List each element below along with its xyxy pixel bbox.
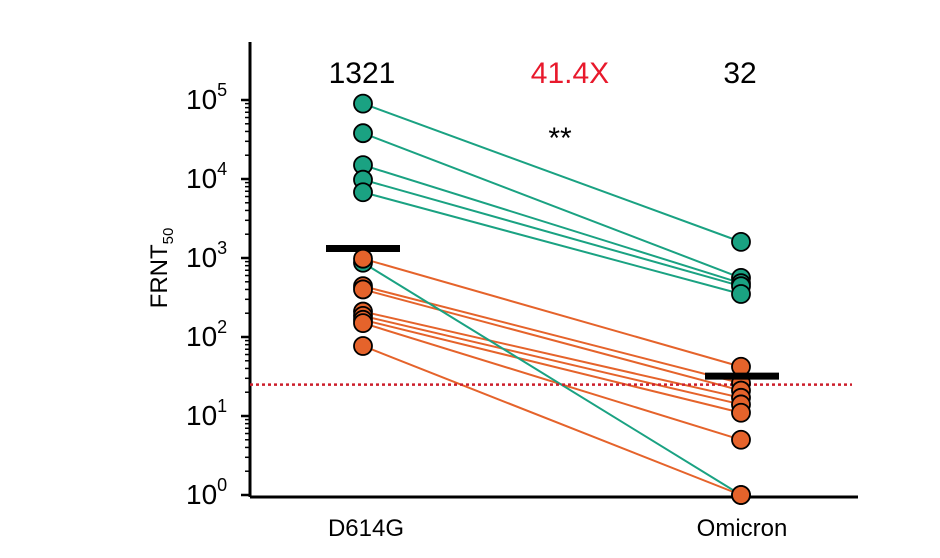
pair-line-orange (362, 257, 742, 368)
pair-line-green (362, 178, 742, 288)
axes (248, 42, 858, 499)
data-point-d614g-orange (353, 248, 373, 269)
pair-line-green (362, 261, 742, 496)
y-tick-label: 102 (186, 317, 227, 352)
pair-line-orange (362, 288, 742, 392)
y-tick-label: 100 (186, 475, 227, 510)
x-tick-label-omicron: Omicron (697, 515, 788, 542)
data-point-d614g-green (353, 93, 373, 114)
data-point-d614g-orange (353, 336, 373, 356)
data-points (353, 93, 779, 505)
data-point-omicron-green (731, 231, 751, 252)
y-ticks: 100 101 102 103 104 105 (186, 80, 250, 510)
pair-line-orange (362, 345, 742, 496)
data-point-d614g-orange (353, 313, 373, 333)
y-axis-label: FRNT50 (146, 228, 177, 309)
significance-label: ** (548, 122, 572, 155)
geomean-label-d614g: 1321 (329, 57, 396, 90)
pair-line-green (362, 132, 742, 279)
pair-line-orange (362, 322, 742, 441)
x-tick-label-d614g: D614G (328, 515, 404, 542)
y-tick-label: 103 (186, 238, 227, 273)
data-point-omicron-orange (731, 485, 751, 505)
pair-line-green (362, 164, 742, 285)
data-point-omicron-orange (731, 429, 751, 450)
pair-line-green (362, 191, 742, 295)
data-point-d614g-green (353, 123, 373, 144)
y-tick-label: 104 (186, 159, 227, 194)
data-point-d614g-orange (353, 279, 373, 300)
geomean-label-omicron: 32 (723, 57, 756, 90)
pair-lines (362, 102, 742, 496)
data-point-omicron-orange (731, 402, 751, 423)
data-point-omicron-green (731, 284, 751, 304)
fold-change-label: 41.4X (531, 57, 609, 90)
y-tick-label: 101 (186, 396, 227, 431)
pair-line-green (362, 102, 742, 243)
pair-line-orange (362, 318, 742, 414)
y-tick-label: 105 (186, 80, 227, 115)
pair-line-orange (362, 314, 742, 406)
data-point-d614g-green (353, 182, 373, 203)
